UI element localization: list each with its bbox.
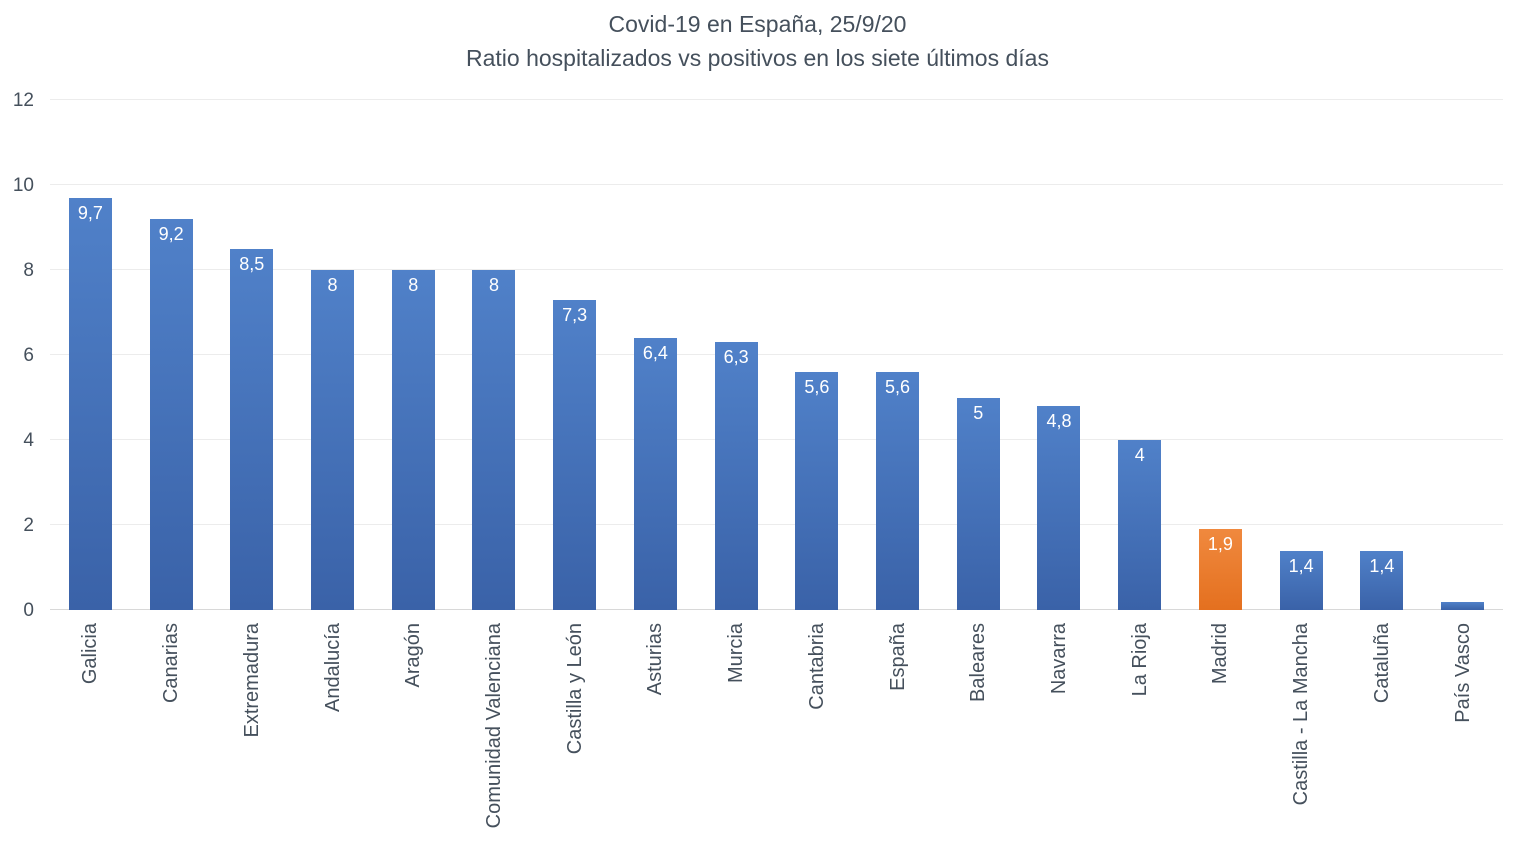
bar-slot-la-rioja: 4 La Rioja bbox=[1099, 100, 1180, 696]
gridline-10 bbox=[50, 184, 1503, 185]
bar-comunidad-valenciana: 8 bbox=[472, 270, 516, 610]
bar-value-label-la-rioja: 4 bbox=[1134, 445, 1145, 465]
bar-value-label-cataluna: 1,4 bbox=[1369, 555, 1395, 576]
category-label-galicia: Galicia bbox=[79, 623, 102, 685]
category-label-navarra: Navarra bbox=[1047, 623, 1070, 695]
bar-slot-aragon: 8 Aragón bbox=[373, 100, 454, 688]
bar-pais-vasco bbox=[1441, 601, 1485, 610]
bar-value-label-cantabria: 5,6 bbox=[804, 377, 830, 397]
bar-navarra: 4,8 bbox=[1037, 406, 1081, 610]
bar-value-label-canarias: 9,2 bbox=[158, 224, 184, 244]
bar-castilla-y-leon: 7,3 bbox=[553, 299, 597, 610]
category-label-cataluna: Cataluña bbox=[1370, 623, 1393, 704]
category-label-madrid: Madrid bbox=[1209, 623, 1232, 685]
bar-slot-extremadura: 8,5 Extremadura bbox=[211, 100, 292, 738]
category-label-canarias: Canarias bbox=[160, 623, 183, 704]
bar-slot-espana: 5,6 España bbox=[857, 100, 938, 691]
bar-galicia: 9,7 bbox=[68, 197, 112, 610]
bar-madrid: 1,9 bbox=[1198, 529, 1242, 610]
bar-andalucia: 8 bbox=[311, 270, 355, 610]
gridline-12 bbox=[50, 99, 1503, 100]
bar-castilla-la-mancha: 1,4 bbox=[1279, 550, 1323, 610]
gridline-2 bbox=[50, 524, 1503, 525]
bar-baleares: 5 bbox=[956, 397, 1000, 610]
category-label-pais-vasco: País Vasco bbox=[1451, 623, 1474, 723]
bar-value-label-navarra: 4,8 bbox=[1046, 411, 1072, 431]
bar-slot-navarra: 4,8 Navarra bbox=[1019, 100, 1100, 694]
plot-area: 0 2 4 6 8 10 12 9,7 Galicia 9,2 Canarias 8,5 Extrem… bbox=[13, 90, 1503, 828]
bar-espana: 5,6 bbox=[876, 372, 920, 610]
bar-slot-castilla-la-mancha: 1,4 Castilla - La Mancha bbox=[1261, 100, 1342, 805]
bar-slot-murcia: 6,3 Murcia bbox=[696, 100, 777, 683]
bar-value-label-andalucia: 8 bbox=[327, 275, 338, 295]
bar-slot-castilla-y-leon: 7,3 Castilla y León bbox=[534, 100, 615, 754]
bar-value-label-madrid: 1,9 bbox=[1207, 534, 1233, 555]
bar-slot-galicia: 9,7 Galicia bbox=[50, 100, 131, 684]
y-tick-label-10: 10 bbox=[12, 174, 34, 196]
bar-slot-cantabria: 5,6 Cantabria bbox=[776, 100, 857, 710]
bar-asturias: 6,4 bbox=[633, 338, 677, 610]
bar-aragon: 8 bbox=[391, 270, 435, 610]
gridline-0 bbox=[50, 609, 1503, 610]
bar-murcia: 6,3 bbox=[714, 342, 758, 610]
y-tick-label-12: 12 bbox=[12, 89, 34, 111]
bar-cataluna: 1,4 bbox=[1360, 550, 1404, 610]
category-label-murcia: Murcia bbox=[725, 623, 748, 684]
chart-subtitle: Ratio hospitalizados vs positivos en los… bbox=[466, 45, 1049, 71]
bar-value-label-comunidad-valenciana: 8 bbox=[488, 275, 499, 295]
category-label-comunidad-valenciana: Comunidad Valenciana bbox=[482, 623, 505, 829]
chart-title: Covid-19 en España, 25/9/20 bbox=[608, 11, 907, 37]
bar-slot-asturias: 6,4 Asturias bbox=[615, 100, 696, 695]
bar-slot-madrid: 1,9 Madrid bbox=[1180, 100, 1261, 684]
bar-value-label-castilla-y-leon: 7,3 bbox=[562, 304, 588, 325]
bar-la-rioja: 4 bbox=[1118, 440, 1162, 610]
category-label-extremadura: Extremadura bbox=[240, 623, 263, 738]
bar-cantabria: 5,6 bbox=[795, 372, 839, 610]
bar-value-label-galicia: 9,7 bbox=[77, 202, 103, 223]
bar-slot-baleares: 5 Baleares bbox=[938, 100, 1019, 702]
bar-value-label-murcia: 6,3 bbox=[723, 347, 749, 368]
bar-slot-pais-vasco: País Vasco bbox=[1422, 100, 1503, 723]
category-label-espana: España bbox=[886, 623, 909, 691]
category-label-andalucia: Andalucía bbox=[321, 623, 344, 712]
bar-value-label-espana: 5,6 bbox=[885, 377, 911, 397]
bar-value-label-asturias: 6,4 bbox=[642, 343, 668, 363]
bar-slot-canarias: 9,2 Canarias bbox=[131, 100, 212, 703]
bar-slot-cataluna: 1,4 Cataluña bbox=[1342, 100, 1423, 703]
y-tick-label-6: 6 bbox=[23, 344, 34, 366]
category-label-cantabria: Cantabria bbox=[805, 623, 828, 710]
bar-value-label-aragon: 8 bbox=[408, 275, 419, 295]
y-tick-label-0: 0 bbox=[23, 599, 34, 621]
y-tick-label-2: 2 bbox=[23, 514, 34, 536]
bar-value-label-baleares: 5 bbox=[973, 402, 984, 423]
bar-extremadura: 8,5 bbox=[230, 248, 274, 610]
gridline-8 bbox=[50, 269, 1503, 270]
category-label-aragon: Aragón bbox=[402, 623, 425, 688]
category-label-castilla-la-mancha: Castilla - La Mancha bbox=[1290, 623, 1313, 806]
bar-canarias: 9,2 bbox=[149, 219, 193, 610]
category-label-baleares: Baleares bbox=[967, 623, 990, 702]
y-tick-label-4: 4 bbox=[23, 429, 34, 451]
category-label-asturias: Asturias bbox=[644, 623, 667, 696]
bar-value-label-castilla-la-mancha: 1,4 bbox=[1288, 555, 1314, 576]
y-tick-label-8: 8 bbox=[23, 259, 34, 281]
bar-slot-andalucia: 8 Andalucía bbox=[292, 100, 373, 712]
category-label-la-rioja: La Rioja bbox=[1128, 623, 1151, 697]
bar-slot-comunidad-valenciana: 8 Comunidad Valenciana bbox=[454, 100, 535, 828]
bar-value-label-extremadura: 8,5 bbox=[239, 253, 265, 274]
bars-layer: 9,7 Galicia 9,2 Canarias 8,5 Extremadura 8 Anda… bbox=[50, 100, 1503, 828]
gridline-6 bbox=[50, 354, 1503, 355]
category-label-castilla-y-leon: Castilla y León bbox=[563, 623, 586, 755]
gridline-4 bbox=[50, 439, 1503, 440]
